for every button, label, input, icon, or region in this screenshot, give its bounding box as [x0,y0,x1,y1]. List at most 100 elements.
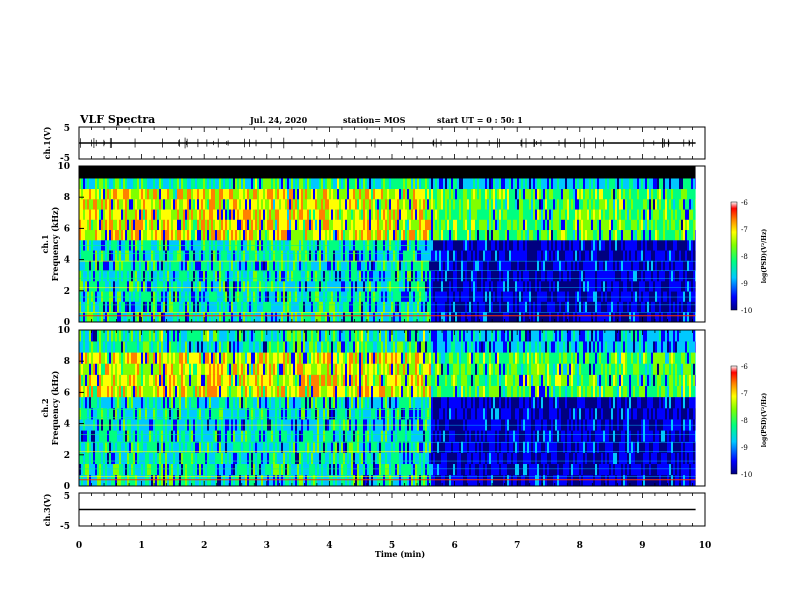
spectrogram-cell [91,396,94,409]
spectrogram-cell [647,198,650,210]
spectrogram-cell [587,260,590,272]
spectrogram-cell [317,178,320,190]
spectrogram-cell [371,209,374,220]
spectrogram-cell [125,474,128,487]
spectrogram-cell [411,198,414,210]
spectrogram-cell [275,178,278,190]
spectrogram-cell [363,280,366,292]
spectrogram-cell [649,291,652,302]
spectrogram-cell [133,209,136,220]
spectrogram-cell [167,260,170,272]
spectrogram-cell [677,301,680,313]
spectrogram-cell [93,385,96,398]
spectrogram-cell [485,270,488,282]
spectrogram-cell [433,198,436,210]
spectrogram-cell [387,209,390,220]
spectrogram-cell [549,239,552,251]
spectrogram-cell [369,260,372,272]
spectrogram-cell [521,280,524,292]
spectrogram-cell [411,291,414,302]
spectrogram-cell [693,270,696,282]
spectrogram-cell [685,188,688,200]
spectrogram-cell [663,270,666,282]
spectrogram-cell [455,280,458,292]
spectrogram-cell [571,229,574,241]
spectrogram-cell [665,291,668,302]
spectrogram-cell [529,198,532,210]
spectrogram-cell [353,260,356,272]
spectrogram-cell [637,301,640,313]
spectrogram-cell [385,188,388,200]
spectrogram-cell [519,311,522,323]
spectrogram-cell [187,311,190,323]
spectrogram-cell [393,270,396,282]
spectrogram-cell [413,291,416,302]
spectrogram-cell [489,291,492,302]
spectrogram-cell [449,219,452,231]
spectrogram-cell [555,280,558,292]
spectrogram-cell [203,260,206,272]
spectrogram-cell [181,178,184,190]
spectrogram-cell [175,250,178,261]
spectrogram-cell [527,270,530,282]
spectrogram-cell [439,301,442,313]
spectrogram-cell [317,280,320,292]
spectrogram-cell [221,280,224,292]
spectrogram-cell [611,198,614,210]
spectrogram-cell [513,229,516,241]
spectrogram-cell [281,270,284,282]
spectrogram-cell [693,198,696,210]
spectrogram-cell [115,330,118,342]
spectrogram-cell [165,178,168,190]
spectrogram-cell [125,250,128,261]
spectrogram-cell [597,229,600,241]
spectrogram-cell [485,209,488,220]
spectrogram-cell [613,301,616,313]
spectrogram-cell [111,408,114,420]
spectrogram-cell [275,229,278,241]
spectrogram-cell [573,229,576,241]
spectrogram-cell [203,270,206,282]
spectrogram-cell [169,188,172,200]
spectrogram-cell [655,229,658,241]
spectrogram-cell [349,311,352,323]
spectrogram-cell [669,250,672,261]
spectrogram-cell [563,229,566,241]
spectrogram-cell [483,198,486,210]
spectrogram-cell [209,280,212,292]
spectrogram-cell [655,239,658,251]
spectrogram-cell [149,280,152,292]
spectrogram-cell [553,219,556,231]
spectrogram-cell [385,301,388,313]
spectrogram-cell [649,311,652,323]
spectrogram-cell [675,291,678,302]
spectrogram-cell [205,188,208,200]
spectrogram-cell [457,188,460,200]
spectrogram-cell [471,178,474,190]
spectrogram-cell [433,270,436,282]
spectrogram-cell [347,198,350,210]
spectrogram-cell [597,178,600,190]
spectrogram-cell [447,178,450,190]
spectrogram-cell [489,270,492,282]
spectrogram-cell [123,352,126,364]
spectrogram-cell [529,301,532,313]
spectrogram-cell [609,250,612,261]
spectrogram-cell [337,270,340,282]
spectrogram-cell [381,209,384,220]
spectrogram-cell [385,270,388,282]
spectrogram-cell [199,291,202,302]
spectrogram-cell [95,291,98,302]
spectrogram-cell [127,474,130,487]
spectrogram-cell [299,301,302,313]
spectrogram-cell [553,209,556,220]
spectrogram-cell [421,198,424,210]
spectrogram-cell [571,178,574,190]
spectrogram-cell [405,178,408,190]
spectrogram-cell [323,250,326,261]
ch1-frequency-label: Frequency (kHz) [50,206,60,281]
spectrogram-cell [109,209,112,220]
spectrogram-cell [115,178,118,190]
spectrogram-cell [533,229,536,241]
spectrogram-cell [531,219,534,231]
